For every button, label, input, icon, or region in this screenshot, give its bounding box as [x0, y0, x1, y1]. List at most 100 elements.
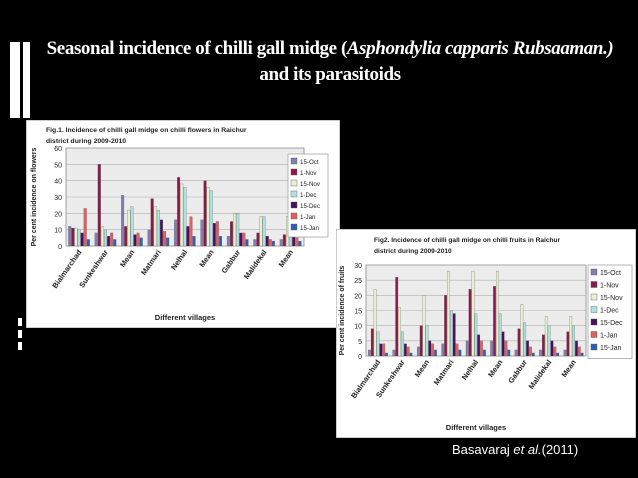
- fig2-bar: [542, 334, 545, 357]
- fig2-bar: [544, 316, 548, 357]
- fig1-bar: [110, 232, 114, 247]
- fig1-bar: [177, 177, 181, 247]
- fig2-bar: [498, 313, 502, 357]
- fig2-bar: [379, 343, 383, 357]
- fig2-bar: [409, 352, 413, 357]
- fig1-bar: [268, 239, 272, 247]
- fig2-bar: [580, 352, 584, 357]
- fig1-legend-label: 15-Nov: [300, 181, 321, 188]
- fig2-bar: [526, 340, 529, 357]
- fig2-bar: [385, 352, 388, 357]
- fig2-ytick-label: 20: [354, 293, 362, 300]
- fig1-bar: [113, 239, 117, 247]
- fig2-legend-swatch: [590, 281, 598, 288]
- fig1-bar: [219, 236, 223, 247]
- fig1-bar: [292, 236, 296, 247]
- fig2-ylabel: Per cent incidence of fruits: [339, 265, 346, 355]
- fig2-legend-swatch: [590, 268, 598, 276]
- fig2-bar: [556, 352, 560, 357]
- fig2-bar: [398, 307, 401, 357]
- fig1-bar: [242, 232, 246, 247]
- fig1-bar: [203, 180, 207, 247]
- fig1-bar: [97, 164, 101, 247]
- fig1-bar: [265, 236, 269, 247]
- fig1-title-line: district during 2009-2010: [46, 138, 126, 145]
- fig2-bar: [434, 349, 437, 357]
- fig1-ytick-label: 20: [54, 211, 62, 218]
- chart-flowers-svg: Fig.1. Incidence of chilli gall midge on…: [25, 119, 341, 329]
- fig2-bar: [395, 277, 399, 357]
- fig2-bar: [441, 343, 445, 357]
- fig1-bar: [68, 226, 72, 247]
- fig2-bar: [465, 340, 469, 357]
- fig2-legend-swatch: [590, 318, 598, 326]
- fig2-bar: [566, 331, 570, 357]
- fig2-xlabel: Different villages: [446, 423, 506, 432]
- fig2-title-line: Fig2. Incidence of chilli gall midge on …: [374, 237, 561, 244]
- fig2-legend-swatch: [590, 293, 598, 301]
- fig2-ytick-label: 0: [358, 354, 362, 361]
- fig1-bar: [206, 187, 210, 247]
- fig2-bar: [483, 349, 486, 357]
- fig2-ytick-label: 5: [358, 339, 362, 346]
- citation: Basavaraj et al.(2011): [452, 442, 578, 457]
- fig2-bar: [523, 322, 527, 357]
- fig2-bar: [520, 304, 524, 357]
- fig2-bar: [493, 286, 496, 357]
- fig1-bar: [174, 219, 177, 247]
- fig1-legend-label: 15-Dec: [300, 203, 320, 210]
- fig2-bar: [547, 325, 551, 357]
- fig2-bar: [373, 289, 377, 357]
- fig2-ytick-label: 30: [354, 263, 362, 270]
- fig1-legend-swatch: [290, 212, 298, 220]
- fig2-legend-label: 1-Nov: [600, 283, 619, 290]
- fig1-bar: [226, 236, 230, 247]
- fig1-bar: [282, 234, 286, 247]
- fig2-bar: [458, 349, 462, 357]
- fig1-bar: [150, 198, 154, 247]
- fig1-bar: [192, 236, 196, 247]
- fig1-ylabel: Per cent incidence on flowers: [31, 147, 38, 246]
- fig1-ytick-label: 60: [54, 146, 62, 153]
- fig2-bar: [539, 349, 542, 357]
- fig2-legend-label: 15-Oct: [600, 270, 621, 277]
- fig2-bar: [477, 334, 481, 357]
- fig1-ytick-label: 30: [54, 195, 62, 202]
- fig2-legend-label: 15-Nov: [600, 295, 623, 302]
- fig1-legend-swatch: [290, 179, 298, 187]
- fig1-ytick-label: 10: [54, 228, 62, 235]
- fig1-bar: [130, 206, 134, 247]
- fig2-bar: [444, 295, 447, 357]
- fig1-bar: [71, 227, 75, 247]
- fig1-legend-swatch: [290, 201, 298, 209]
- fig1-bar: [209, 190, 213, 247]
- fig1-ytick-label: 40: [54, 179, 62, 186]
- fig1-bar: [136, 232, 140, 247]
- fig1-bar: [189, 216, 193, 247]
- fig1-bar: [133, 234, 137, 247]
- fig2-bar: [563, 349, 567, 357]
- fig1-bar: [94, 232, 98, 247]
- fig2-bar: [392, 349, 396, 357]
- citation-year: (2011): [541, 442, 579, 457]
- fig2-bar: [455, 343, 459, 357]
- fig1-bar: [107, 236, 111, 247]
- fig2-bar: [529, 346, 532, 357]
- fig1-bar: [159, 219, 163, 247]
- fig2-legend-swatch: [590, 306, 598, 313]
- fig1-legend-label: 1-Jan: [300, 214, 316, 221]
- fig2-bar: [531, 352, 535, 357]
- fig2-bar: [577, 346, 581, 357]
- fig2-bar: [468, 289, 472, 357]
- citation-author: Basavaraj: [452, 442, 514, 457]
- chart-fruits: Fig2. Incidence of chilli gall midge on …: [335, 228, 637, 439]
- fig1-bar: [239, 232, 243, 247]
- fig2-bar: [471, 270, 475, 357]
- fig1-bar: [236, 213, 240, 247]
- fig2-bar: [553, 346, 557, 357]
- fig2-bar: [496, 270, 499, 357]
- fig1-bar: [124, 226, 128, 247]
- fig2-bar: [572, 325, 575, 357]
- fig2-bar: [501, 331, 505, 357]
- fig2-bar: [452, 313, 456, 357]
